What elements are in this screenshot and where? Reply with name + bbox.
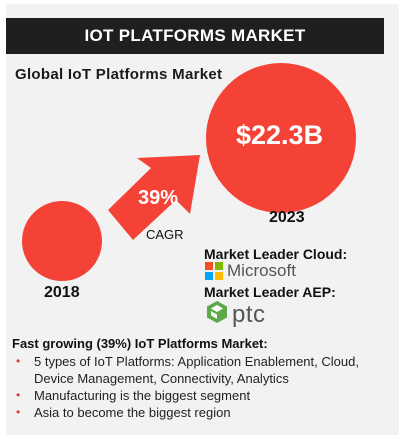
cloud-leader-label: Market Leader Cloud: — [204, 246, 348, 262]
summary-bullet: Manufacturing is the biggest segment — [14, 387, 384, 404]
ptc-logo: ptc — [206, 300, 266, 329]
summary-bullet: 5 types of IoT Platforms: Application En… — [14, 353, 384, 387]
page-title: IOT PLATFORMS MARKET — [6, 18, 384, 54]
bubble-2018 — [22, 201, 102, 281]
aep-leader-company: ptc — [232, 300, 266, 328]
aep-leader-label: Market Leader AEP: — [204, 284, 336, 300]
summary-title: Fast growing (39%) IoT Platforms Market: — [12, 336, 268, 351]
summary-bullet: Asia to become the biggest region — [14, 404, 384, 421]
microsoft-logo: Microsoft — [205, 261, 296, 281]
year-label-2018: 2018 — [44, 284, 80, 301]
growth-arrow — [108, 155, 200, 240]
ptc-logo-icon — [206, 300, 228, 329]
bubble-value-2023: $22.3B — [236, 120, 324, 150]
chart-subtitle: Global IoT Platforms Market — [15, 66, 223, 83]
year-label-2023: 2023 — [269, 209, 305, 226]
cloud-leader-company: Microsoft — [227, 261, 296, 280]
microsoft-logo-icon — [205, 262, 223, 280]
cagr-label: CAGR — [146, 227, 184, 242]
bubble-2023 — [206, 63, 356, 213]
cagr-rate: 39% — [138, 187, 179, 209]
summary-list: 5 types of IoT Platforms: Application En… — [14, 353, 384, 421]
